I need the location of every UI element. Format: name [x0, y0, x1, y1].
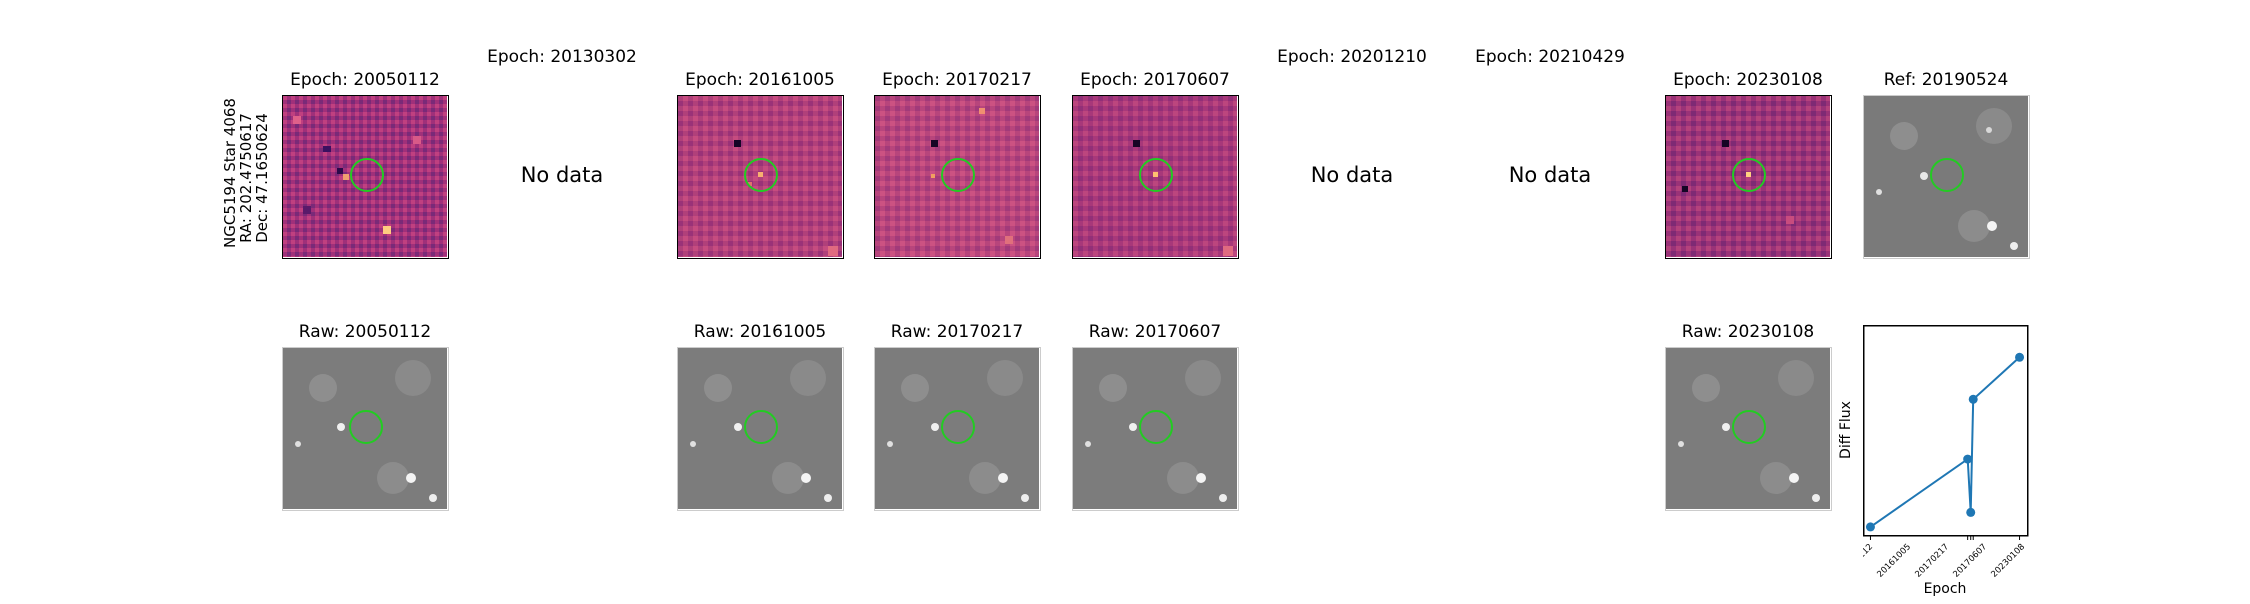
x-tick-label: 20170217 — [1913, 542, 1951, 580]
diff-image-content — [1073, 96, 1237, 257]
target-circle — [744, 158, 778, 192]
raw-image-20170607 — [1072, 347, 1239, 511]
target-circle — [349, 410, 383, 444]
no-data-text-20210429: No data — [1508, 163, 1592, 187]
epoch-title-20161005: Epoch: 20161005 — [685, 70, 835, 90]
epoch-title-20210429: Epoch: 20210429 — [1475, 47, 1625, 67]
no-data-text-20201210: No data — [1310, 163, 1394, 187]
ref-image-content — [1864, 96, 2028, 257]
x-axis-label: Epoch — [1924, 581, 1967, 597]
epoch-title-20170607: Epoch: 20170607 — [1080, 70, 1230, 90]
star-name: NGC5194 Star 4068 — [221, 98, 239, 248]
diff-image-content — [678, 96, 842, 257]
diff-image-20230108 — [1665, 95, 1832, 259]
target-circle — [744, 410, 778, 444]
target-circle — [1139, 410, 1173, 444]
raw-image-content — [875, 348, 1039, 509]
light-curve-svg: 20050112 20161005 20170217 20170607 20230108… — [1837, 325, 2029, 597]
y-axis-label: Diff Flux — [1838, 401, 1854, 459]
plot-frame — [1863, 325, 2029, 537]
target-circle — [350, 158, 384, 192]
ref-title: Ref: 20190524 — [1883, 70, 2009, 90]
raw-image-content — [678, 348, 842, 509]
no-data-text-20130302: No data — [520, 163, 604, 187]
diff-image-20161005 — [677, 95, 844, 259]
data-point — [2015, 352, 2025, 362]
diff-image-20170217 — [874, 95, 1041, 259]
star-ra: RA: 202.4750617 — [237, 113, 255, 243]
raw-image-content — [1073, 348, 1237, 509]
target-circle — [1732, 410, 1766, 444]
raw-title-20050112: Raw: 20050112 — [298, 322, 432, 342]
epoch-title-20050112: Epoch: 20050112 — [290, 70, 440, 90]
raw-title-20230108: Raw: 20230108 — [1681, 322, 1815, 342]
data-point — [1865, 522, 1875, 532]
raw-image-20161005 — [677, 347, 844, 511]
diff-image-content — [875, 96, 1039, 257]
x-tick-label: 20170607 — [1951, 542, 1989, 580]
raw-image-content — [283, 348, 447, 509]
raw-image-20230108 — [1665, 347, 1832, 511]
star-dec: Dec: 47.1650624 — [253, 113, 271, 243]
x-tick-label: 20230108 — [1989, 542, 2027, 580]
epoch-title-20130302: Epoch: 20130302 — [487, 47, 637, 67]
data-point — [1963, 454, 1973, 464]
epoch-title-20170217: Epoch: 20170217 — [882, 70, 1032, 90]
epoch-title-20201210: Epoch: 20201210 — [1277, 47, 1427, 67]
raw-image-content — [1666, 348, 1830, 509]
light-curve-chart: 20050112 20161005 20170217 20170607 20230108… — [1837, 325, 2043, 604]
raw-image-20050112 — [282, 347, 449, 511]
target-circle — [1139, 158, 1173, 192]
raw-image-20170217 — [874, 347, 1041, 511]
raw-title-20170217: Raw: 20170217 — [890, 322, 1024, 342]
diff-image-content — [1666, 96, 1830, 257]
diff-image-content — [283, 96, 447, 257]
data-point — [1966, 507, 1976, 517]
target-circle — [941, 158, 975, 192]
raw-title-20170607: Raw: 20170607 — [1088, 322, 1222, 342]
diff-image-20050112 — [282, 95, 449, 259]
target-circle — [1732, 158, 1766, 192]
target-circle — [941, 410, 975, 444]
raw-title-20161005: Raw: 20161005 — [693, 322, 827, 342]
target-circle — [1930, 158, 1964, 192]
ref-image — [1863, 95, 2030, 259]
x-tick-label: 20050112 — [1863, 542, 1875, 580]
data-point — [1968, 394, 1978, 404]
epoch-title-20230108: Epoch: 20230108 — [1673, 70, 1823, 90]
x-tick-label: 20161005 — [1875, 542, 1913, 580]
star-info-label: NGC5194 Star 4068 RA: 202.4750617 Dec: 4… — [221, 98, 271, 248]
diff-image-20170607 — [1072, 95, 1239, 259]
